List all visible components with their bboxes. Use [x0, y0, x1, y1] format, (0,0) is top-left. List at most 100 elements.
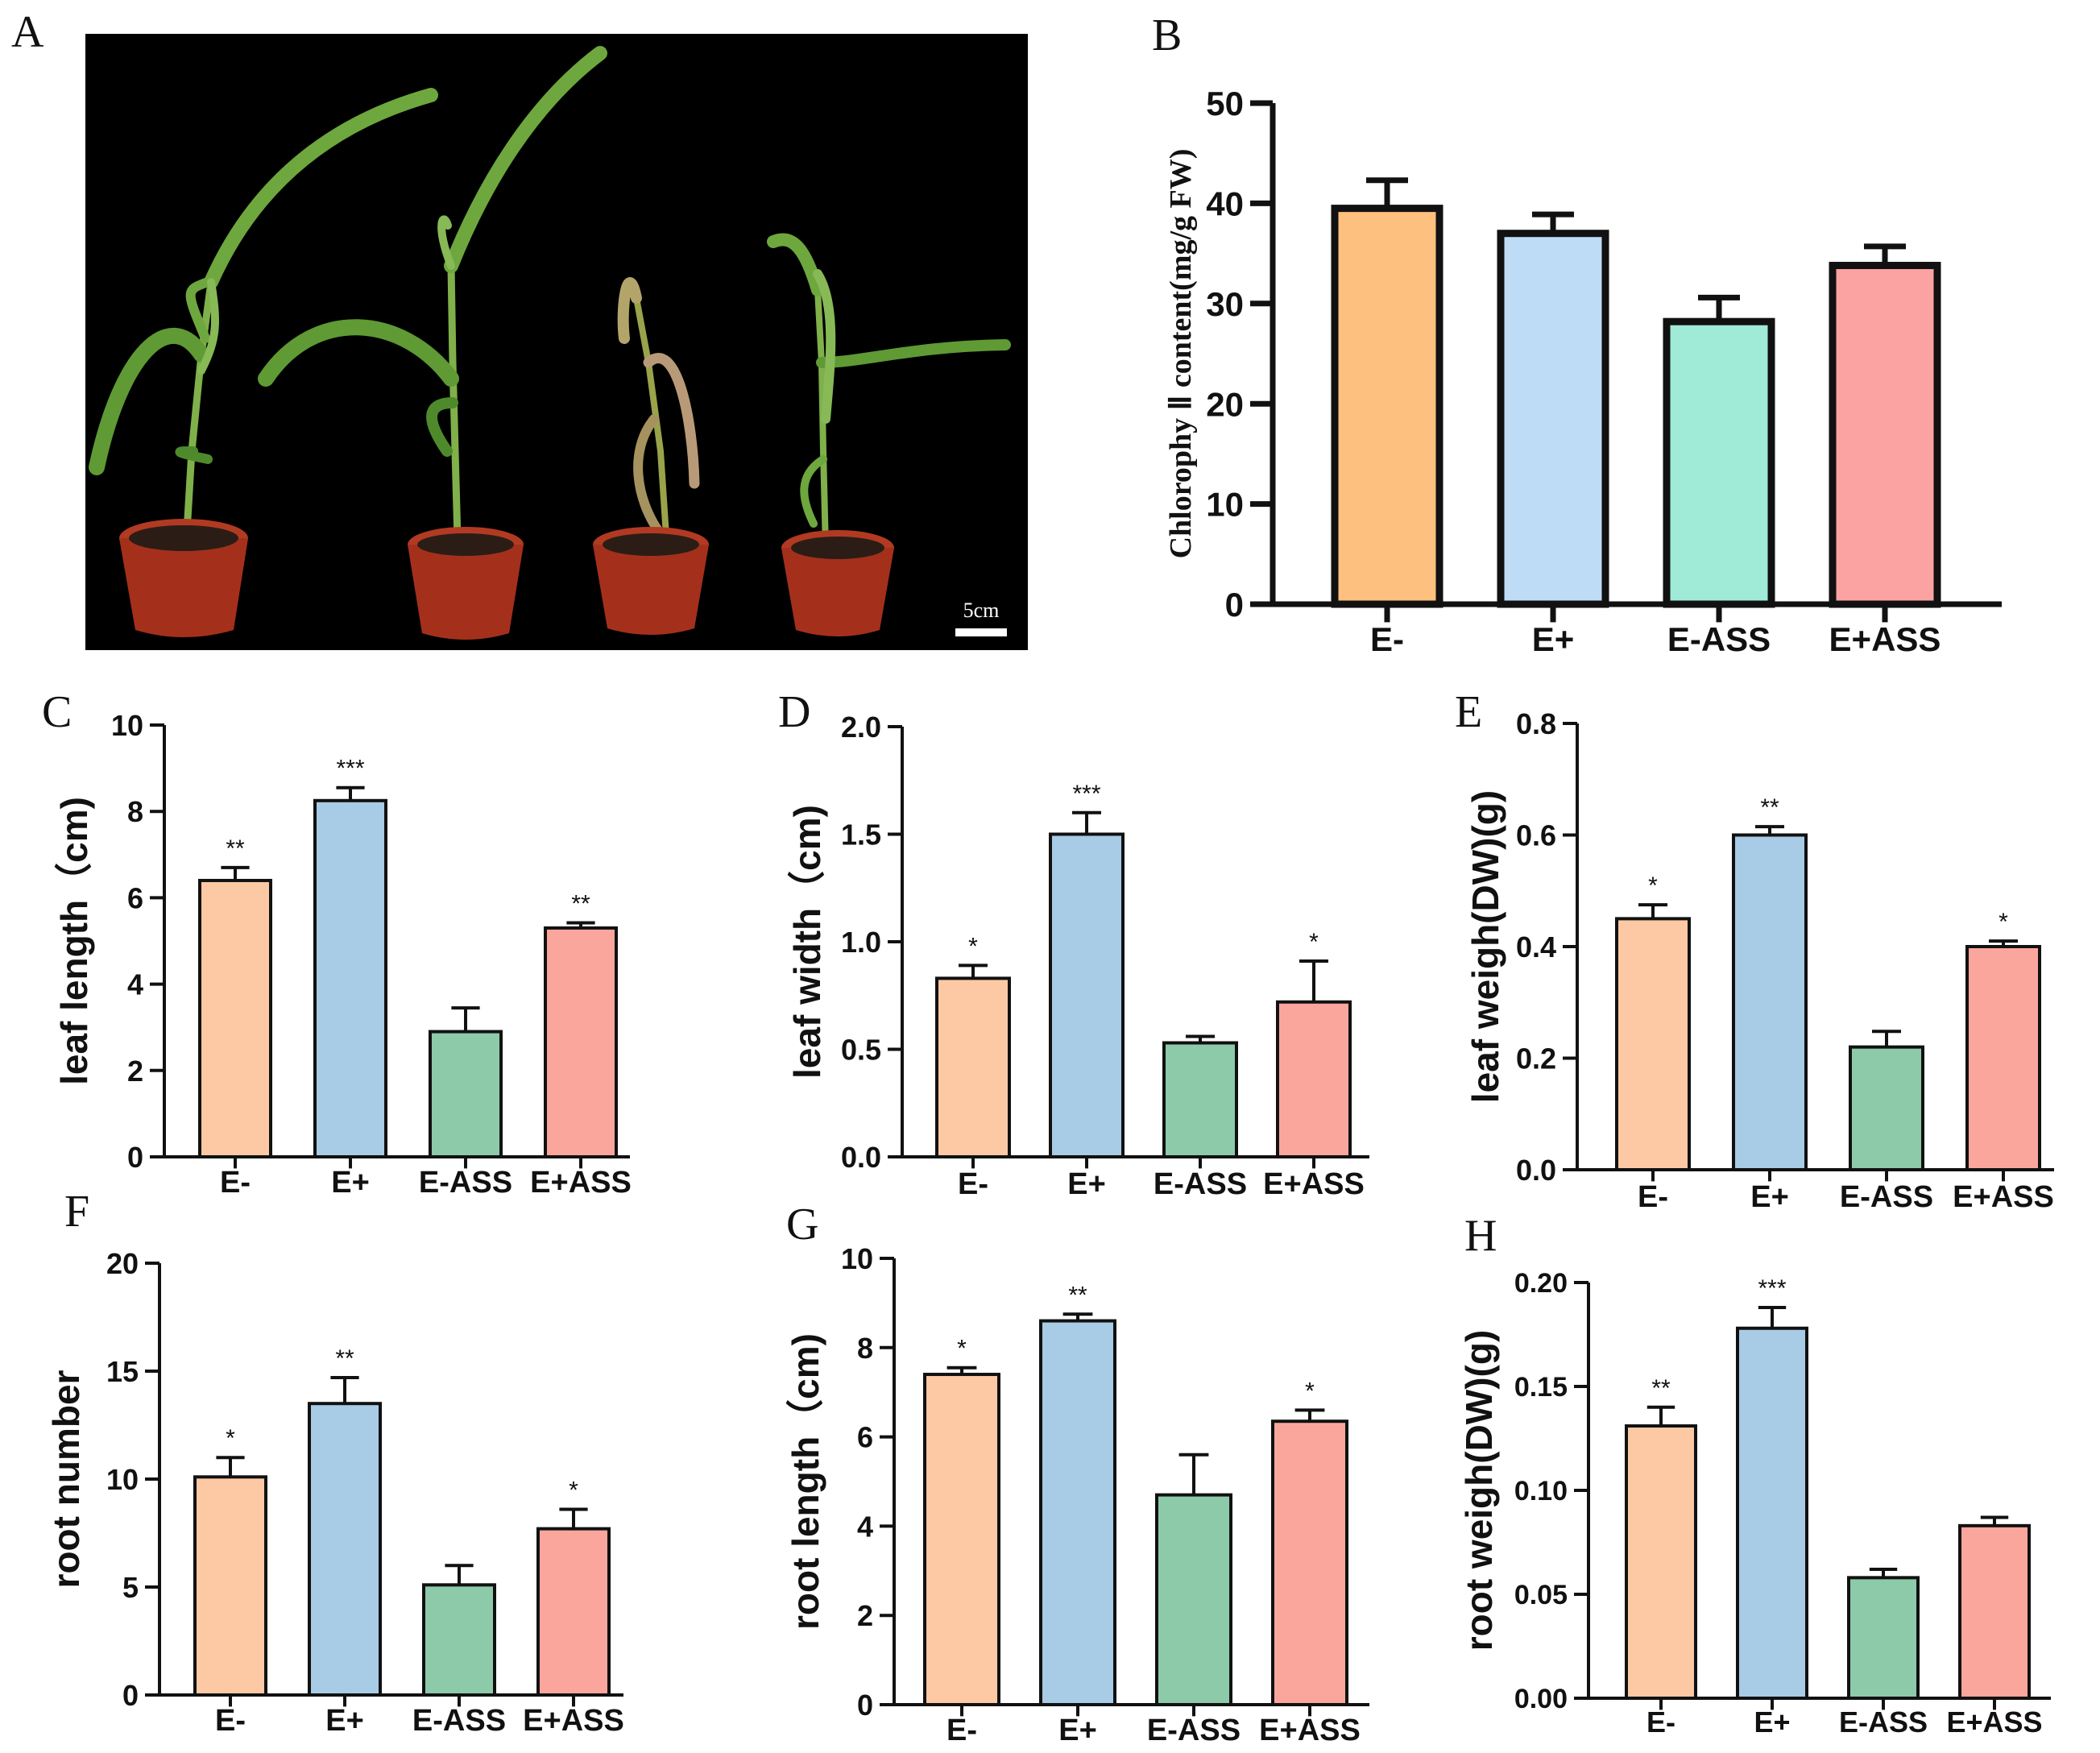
y-tick-label: 0.10 — [1514, 1476, 1568, 1506]
significance-label: ** — [226, 835, 245, 862]
significance-label: * — [1999, 909, 2008, 935]
panel-letter-d: D — [778, 687, 810, 737]
pot-1 — [119, 519, 248, 637]
bar-eminus — [198, 878, 272, 1158]
bar-eplus — [308, 1402, 382, 1697]
x-tick-label: E+ — [1067, 1167, 1106, 1201]
bar-eplusass — [1829, 262, 1941, 608]
bar-eminusass — [1849, 1045, 1924, 1172]
x-tick-label: E+ — [325, 1704, 364, 1738]
y-tick-label: 0.6 — [1516, 818, 1556, 852]
x-tick-label: E+ — [1058, 1714, 1097, 1747]
bar-eplus — [1039, 1319, 1116, 1707]
x-tick-label: E- — [220, 1166, 251, 1200]
significance-label: *** — [1758, 1275, 1786, 1302]
y-axis-title: root weigh(DW)(g) — [1458, 1330, 1500, 1651]
x-tick-label: E+ASS — [1946, 1705, 2042, 1738]
panel-letter-f: F — [64, 1187, 89, 1237]
bar-eplusass — [1271, 1419, 1348, 1706]
y-tick-label: 0 — [1225, 586, 1244, 624]
y-tick-label: 0 — [122, 1679, 139, 1712]
scale-bar — [955, 628, 1007, 636]
y-tick-label: 20 — [1206, 385, 1244, 423]
x-tick-label: E+ASS — [523, 1704, 624, 1738]
panel-letter-e: E — [1455, 687, 1482, 737]
bar-eminusass — [1847, 1576, 1920, 1700]
plant-3 — [617, 277, 700, 551]
bar-eminus — [1625, 1424, 1697, 1701]
bar-eminusass — [429, 1030, 503, 1159]
y-axis-title: leaf weigh(DW)(g) — [1464, 790, 1506, 1103]
x-tick-label: E-ASS — [1840, 1180, 1933, 1214]
panel-letter-g: G — [786, 1200, 818, 1249]
y-tick-label: 30 — [1206, 285, 1244, 323]
chart-panel-f: 0 5 10 15 20 E- * E+ ** E-ASS E+ASS * root number — [45, 1247, 624, 1738]
bar-eminus — [923, 1373, 1000, 1707]
plant-4 — [767, 233, 1011, 551]
x-tick-label: E- — [1638, 1180, 1668, 1214]
x-tick-label: E-ASS — [1839, 1705, 1928, 1738]
y-tick-label: 15 — [106, 1355, 139, 1388]
significance-label: * — [226, 1425, 235, 1452]
chart-panel-g: 0 2 4 6 8 10 E- * E+ ** E-ASS E+ASS * root length（cm) — [785, 1242, 1369, 1747]
x-tick-label: E- — [1370, 620, 1404, 658]
y-tick-label: 0.5 — [841, 1033, 881, 1066]
y-tick-label: 0.05 — [1514, 1580, 1568, 1610]
y-tick-label: 20 — [106, 1247, 139, 1280]
bar-eminusass — [1162, 1041, 1238, 1158]
y-tick-label: 0.2 — [1516, 1042, 1556, 1075]
y-tick-label: 50 — [1206, 85, 1244, 122]
y-tick-label: 0.8 — [1516, 707, 1556, 740]
scale-bar-label: 5cm — [963, 599, 1000, 622]
pot-3 — [593, 527, 709, 635]
y-tick-label: 2.0 — [841, 711, 881, 744]
significance-label: ** — [1760, 794, 1779, 821]
significance-label: *** — [1072, 781, 1100, 807]
significance-label: * — [968, 933, 978, 959]
significance-label: ** — [1068, 1282, 1087, 1308]
y-tick-label: 0 — [857, 1689, 873, 1722]
x-tick-label: E-ASS — [412, 1704, 506, 1738]
significance-label: ** — [571, 890, 590, 917]
bar-eplusass — [1276, 1000, 1352, 1159]
plant-1 — [89, 88, 438, 536]
plant-2 — [258, 46, 607, 544]
bar-eminusass — [1663, 317, 1775, 608]
y-tick-label: 1.0 — [841, 926, 881, 959]
bar-eminus — [935, 976, 1011, 1159]
x-tick-label: E-ASS — [1667, 620, 1771, 658]
panel-letter-h: H — [1464, 1211, 1497, 1261]
y-tick-label: 4 — [857, 1510, 873, 1543]
y-tick-label: 0.4 — [1516, 930, 1556, 964]
panel-letter-c: C — [42, 687, 72, 737]
significance-label: * — [1305, 1378, 1315, 1404]
x-tick-label: E-ASS — [1154, 1167, 1247, 1201]
bar-eminusass — [1155, 1493, 1232, 1706]
y-tick-label: 6 — [857, 1421, 873, 1454]
y-tick-label: 10 — [106, 1463, 139, 1496]
chart-panel-b: 0 10 20 30 40 50 E- E+ E-ASS E+ASS Chlorophy Ⅱ con… — [1164, 85, 2002, 658]
pot-2 — [408, 527, 524, 640]
y-tick-label: 0.15 — [1514, 1372, 1568, 1403]
y-tick-label: 5 — [122, 1571, 139, 1604]
significance-label: * — [569, 1477, 578, 1504]
x-tick-label: E+ASS — [1263, 1167, 1365, 1201]
bar-eplus — [1049, 832, 1125, 1158]
bar-eminus — [193, 1475, 267, 1697]
y-axis-title: Chlorophy Ⅱ content(mg/g FW) — [1164, 149, 1198, 559]
y-axis-title: root number — [45, 1370, 87, 1588]
y-tick-label: 4 — [127, 968, 143, 1001]
significance-label: ** — [1651, 1375, 1671, 1402]
bar-eminus — [1331, 205, 1443, 608]
y-tick-label: 40 — [1206, 185, 1244, 223]
x-tick-label: E+ASS — [1259, 1714, 1361, 1747]
bar-eplus — [313, 798, 387, 1158]
x-tick-label: E- — [946, 1714, 977, 1747]
y-tick-label: 8 — [127, 795, 143, 828]
x-tick-label: E+ASS — [1829, 620, 1941, 658]
y-tick-label: 0.0 — [841, 1141, 881, 1174]
y-tick-label: 10 — [111, 709, 143, 742]
y-tick-label: 2 — [127, 1055, 143, 1088]
chart-panel-d: 0.0 0.5 1.0 1.5 2.0 E- * E+ *** E-ASS E+ASS * leaf w… — [786, 711, 1369, 1201]
